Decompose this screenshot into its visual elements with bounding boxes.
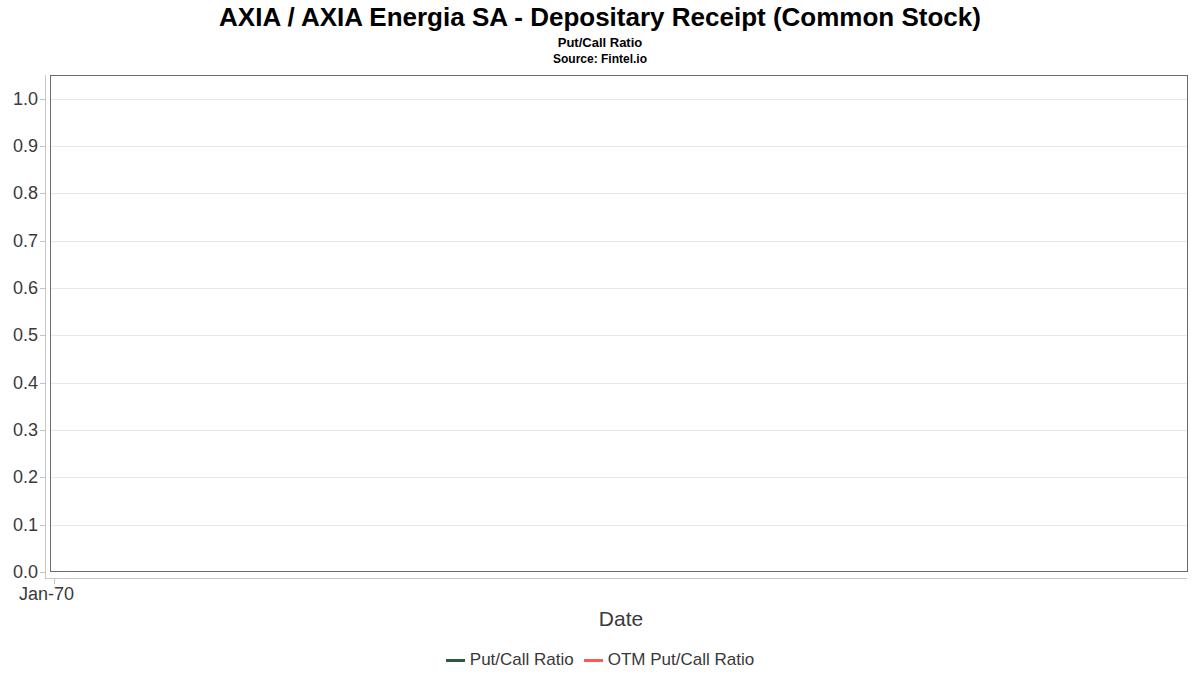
legend-item[interactable]: OTM Put/Call Ratio xyxy=(584,650,754,670)
legend-label: Put/Call Ratio xyxy=(470,650,574,670)
y-tick-label: 0.2 xyxy=(0,467,38,487)
gridline xyxy=(51,430,1187,431)
gridline xyxy=(51,525,1187,526)
gridline xyxy=(51,241,1187,242)
y-tick-label: 0.7 xyxy=(0,231,38,251)
y-tick xyxy=(40,572,46,573)
x-tick-label: Jan-70 xyxy=(19,584,74,605)
legend-item[interactable]: Put/Call Ratio xyxy=(446,650,574,670)
plot-area xyxy=(50,75,1188,572)
y-axis-line xyxy=(45,75,46,578)
y-tick xyxy=(40,193,46,194)
y-tick-label: 0.1 xyxy=(0,515,38,535)
y-tick xyxy=(40,335,46,336)
y-tick xyxy=(40,383,46,384)
gridline xyxy=(51,99,1187,100)
y-tick-label: 0.5 xyxy=(0,325,38,345)
y-tick-label: 0.6 xyxy=(0,278,38,298)
y-tick-label: 0.3 xyxy=(0,420,38,440)
x-axis-line xyxy=(45,578,1187,579)
chart-title: AXIA / AXIA Energia SA - Depositary Rece… xyxy=(0,2,1200,33)
chart-subtitle: Put/Call Ratio xyxy=(0,35,1200,50)
y-tick-label: 1.0 xyxy=(0,89,38,109)
y-tick xyxy=(40,146,46,147)
y-tick xyxy=(40,241,46,242)
y-tick-label: 0.8 xyxy=(0,183,38,203)
y-tick-label: 0.0 xyxy=(0,562,38,582)
x-axis-title: Date xyxy=(521,607,721,631)
y-tick xyxy=(40,477,46,478)
gridline xyxy=(51,383,1187,384)
y-tick-label: 0.9 xyxy=(0,136,38,156)
legend-label: OTM Put/Call Ratio xyxy=(608,650,754,670)
gridline xyxy=(51,193,1187,194)
gridline xyxy=(51,288,1187,289)
chart-page: AXIA / AXIA Energia SA - Depositary Rece… xyxy=(0,0,1200,675)
gridline xyxy=(51,335,1187,336)
chart-source: Source: Fintel.io xyxy=(0,52,1200,66)
legend-line-swatch xyxy=(584,659,603,662)
y-tick xyxy=(40,525,46,526)
y-tick-label: 0.4 xyxy=(0,373,38,393)
legend-line-swatch xyxy=(446,659,465,662)
gridline xyxy=(51,146,1187,147)
legend: Put/Call Ratio OTM Put/Call Ratio xyxy=(0,648,1200,672)
y-tick xyxy=(40,430,46,431)
y-tick xyxy=(40,99,46,100)
y-tick xyxy=(40,288,46,289)
gridline xyxy=(51,477,1187,478)
